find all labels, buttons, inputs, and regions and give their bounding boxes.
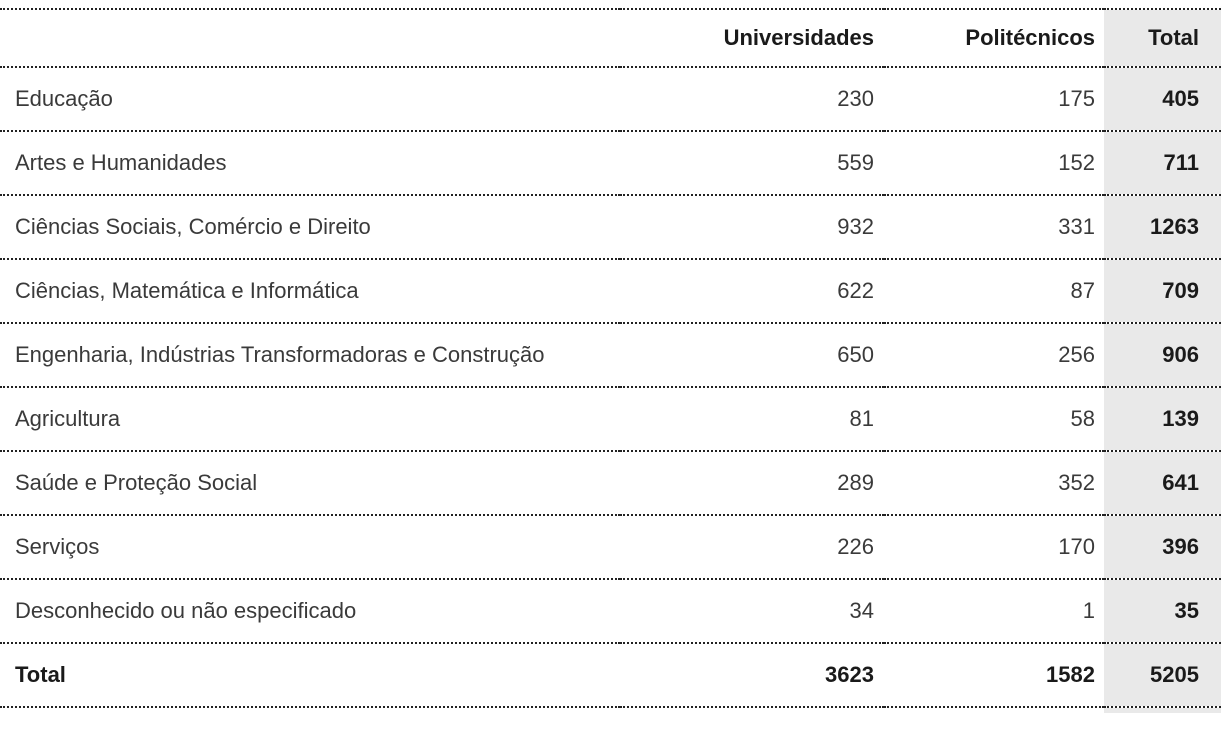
politecnicos-value: 170: [1058, 534, 1095, 559]
table-row-engenharia: Engenharia, Indústrias Transformadoras e…: [0, 323, 1221, 387]
table-header: Universidades Politécnicos Total: [0, 9, 1221, 67]
table-row-educacao: Educação 230 175 405: [0, 67, 1221, 131]
table-row-desconhecido: Desconhecido ou não especificado 34 1 35: [0, 579, 1221, 643]
politecnicos-value: 175: [1058, 86, 1095, 111]
row-label: Educação: [15, 86, 113, 111]
total-value: 709: [1104, 259, 1221, 323]
universidades-value: 289: [837, 470, 874, 495]
column-header-total: Total: [1104, 9, 1221, 67]
column-header-blank: [0, 9, 620, 67]
politecnicos-value: 87: [1070, 278, 1095, 303]
total-row-label: Total: [15, 662, 66, 687]
row-label: Ciências Sociais, Comércio e Direito: [15, 214, 371, 239]
row-label: Desconhecido ou não especificado: [15, 598, 357, 623]
total-value: 35: [1104, 579, 1221, 643]
row-label: Ciências, Matemática e Informática: [15, 278, 359, 303]
table-row-agricultura: Agricultura 81 58 139: [0, 387, 1221, 451]
politecnicos-value: 331: [1058, 214, 1095, 239]
total-value: 405: [1104, 67, 1221, 131]
enrollment-table: Universidades Politécnicos Total Educaçã…: [0, 8, 1221, 713]
total-value: 1263: [1104, 195, 1221, 259]
table-row-ciencias-sociais: Ciências Sociais, Comércio e Direito 932…: [0, 195, 1221, 259]
column-header-politecnicos: Politécnicos: [965, 25, 1095, 50]
table-row-saude: Saúde e Proteção Social 289 352 641: [0, 451, 1221, 515]
universidades-value: 559: [837, 150, 874, 175]
politecnicos-value: 352: [1058, 470, 1095, 495]
bottom-spacer-row: [0, 707, 1221, 713]
universidades-value: 932: [837, 214, 874, 239]
universidades-value: 230: [837, 86, 874, 111]
spacer-cell: [0, 707, 620, 713]
universidades-value: 81: [849, 406, 874, 431]
total-value: 711: [1104, 131, 1221, 195]
grand-total: 5205: [1104, 643, 1221, 707]
table-body: Educação 230 175 405 Artes e Humanidades…: [0, 67, 1221, 713]
table-row-total: Total 3623 1582 5205: [0, 643, 1221, 707]
row-label: Artes e Humanidades: [15, 150, 227, 175]
universidades-value: 622: [837, 278, 874, 303]
total-value: 396: [1104, 515, 1221, 579]
total-value: 906: [1104, 323, 1221, 387]
header-row: Universidades Politécnicos Total: [0, 9, 1221, 67]
spacer-cell: [884, 707, 1104, 713]
row-label: Serviços: [15, 534, 100, 559]
total-value: 139: [1104, 387, 1221, 451]
table-row-servicos: Serviços 226 170 396: [0, 515, 1221, 579]
row-label: Saúde e Proteção Social: [15, 470, 258, 495]
total-value: 641: [1104, 451, 1221, 515]
politecnicos-value: 152: [1058, 150, 1095, 175]
row-label: Agricultura: [15, 406, 121, 431]
politecnicos-value: 1: [1082, 598, 1095, 623]
table-row-ciencias-matematica: Ciências, Matemática e Informática 622 8…: [0, 259, 1221, 323]
universidades-value: 34: [849, 598, 874, 623]
universidades-grand-total: 3623: [825, 662, 874, 687]
universidades-value: 226: [837, 534, 874, 559]
politecnicos-grand-total: 1582: [1046, 662, 1095, 687]
spacer-cell: [1104, 707, 1221, 713]
spacer-cell: [620, 707, 884, 713]
politecnicos-value: 256: [1058, 342, 1095, 367]
universidades-value: 650: [837, 342, 874, 367]
table-row-artes-humanidades: Artes e Humanidades 559 152 711: [0, 131, 1221, 195]
column-header-universidades: Universidades: [723, 25, 874, 50]
politecnicos-value: 58: [1070, 406, 1095, 431]
row-label: Engenharia, Indústrias Transformadoras e…: [15, 342, 545, 367]
